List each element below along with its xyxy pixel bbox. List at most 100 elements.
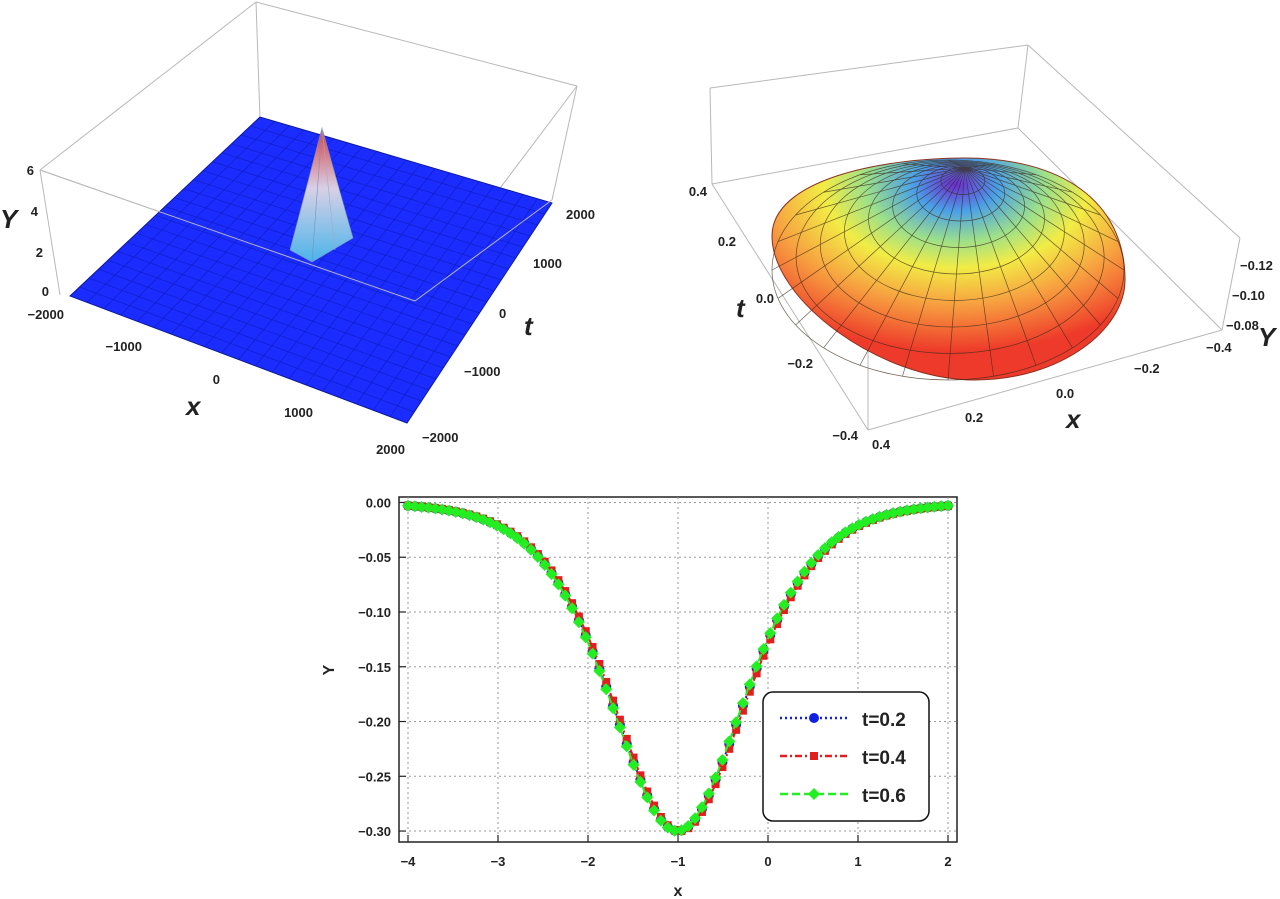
data-point [579,631,592,644]
y-tick-label: −0.15 [358,660,391,675]
data-point [518,537,531,550]
legend-label-t-0.2: t=0.2 [862,710,906,731]
data-point [602,677,611,686]
t-tick-label: −1000 [464,364,501,379]
dome-meridian [795,167,966,216]
mesh-line [212,161,516,259]
x-tick-label: 1000 [284,405,313,420]
data-point [600,683,613,696]
mesh-line [373,194,524,411]
dome-meridian [964,167,994,377]
line-plot: −4 −3 −2 −1 0 1 2 0.00 −0.05 −0.10 −0.15 −0.20 −0.2… [321,495,958,899]
data-point [791,575,804,588]
data-point [538,559,551,572]
x-axis-label: x [674,883,683,899]
data-point [718,763,727,772]
t-tick-label: −0.2 [787,356,813,371]
dome-meridian [964,163,994,169]
data-point [695,801,708,814]
z-tick-label: −0.12 [1240,258,1273,273]
mesh-line [389,198,538,417]
x-tick-label: −0.4 [1206,340,1232,355]
bounding-box-2 [709,44,1241,431]
data-point [743,678,756,691]
mesh-line [221,152,524,248]
surface-plot-1: 6 4 2 0 Y −2000 −1000 0 1000 2000 x 2000… [0,1,595,457]
data-point [812,549,825,562]
data-point [615,715,624,724]
legend-label-t-0.6: t=0.6 [862,786,906,807]
z-tick-label: 2 [36,245,43,260]
data-point [914,502,927,515]
t-tick-label: 1000 [533,256,562,271]
data-point [620,740,633,753]
t-axis-label: t [524,311,534,341]
legend-label-t-0.4: t=0.4 [862,748,906,769]
data-point [723,735,736,748]
dome-meridian [795,167,966,326]
dome-meridian [777,167,966,242]
data-point [641,791,654,804]
data-point [593,664,606,677]
z-axis-label: Y [1258,322,1278,352]
x-tick-label: 0 [213,372,220,387]
mesh-line [288,172,451,379]
data-point [745,687,754,696]
series-t=0.6 [402,499,954,837]
dome-meridian [823,167,966,193]
dome-meridian [902,167,966,377]
mesh-line [202,170,509,270]
data-point [581,627,590,636]
t-ticks-1: 2000 1000 0 −1000 −2000 [422,207,595,445]
data-point [552,578,565,591]
dome-meridian [964,167,1101,216]
data-point [402,499,414,512]
data-point [825,536,838,549]
dome-meridian [964,167,1073,348]
data-point [511,532,524,545]
data-point [777,598,790,611]
dome-mesh [771,159,1125,381]
dome-meridian [859,167,966,176]
data-point [738,706,747,715]
x-tick-label: 2 [944,854,951,869]
x-axis-label: x [184,391,202,421]
dome-meridian [964,167,1101,326]
x-tick-label: 0.0 [1056,386,1074,401]
z-axis-label: Y [0,204,20,234]
t-tick-label: −2000 [422,430,459,445]
t-tick-label: 0.2 [718,234,736,249]
data-point [525,543,538,556]
x-tick-label: 0.4 [872,437,891,452]
z-ticks-1: 6 4 2 0 [27,163,49,299]
data-point [880,508,893,521]
t-ticks-2: 0.4 0.2 0.0 −0.2 [689,184,813,371]
data-point [609,696,618,705]
x-tick-label: 0 [764,854,771,869]
dome-meridian [964,167,1073,193]
mesh-line [339,185,494,398]
data-point [408,500,421,513]
data-point [648,804,661,817]
data-point [449,505,462,518]
mesh-line [271,168,436,373]
dome-meridian [964,167,1119,299]
data-point [622,734,631,743]
data-point [689,812,702,825]
data-point [668,824,681,837]
data-point [634,775,647,788]
data-point [818,542,831,555]
x-axis-ticks: −4 −3 −2 −1 0 1 2 [401,835,952,869]
y-axis-ticks: 0.00 −0.05 −0.10 −0.15 −0.20 −0.25 −0.30 [358,495,406,839]
t-axis-label: t [736,293,746,323]
x-ticks-1: −2000 −1000 0 1000 2000 [27,307,405,457]
data-point [595,659,604,668]
dome-meridian [902,163,966,169]
surface-1 [69,116,553,424]
x-tick-label: 1 [854,854,861,869]
z-tick-label: 6 [27,163,34,178]
surface-plot-2: 0.4 0.2 0.0 −0.2 t −0.4 0.4 0.2 0.0 −0.2… [689,44,1278,452]
legend-marker [808,788,820,800]
mesh-line [240,134,538,226]
